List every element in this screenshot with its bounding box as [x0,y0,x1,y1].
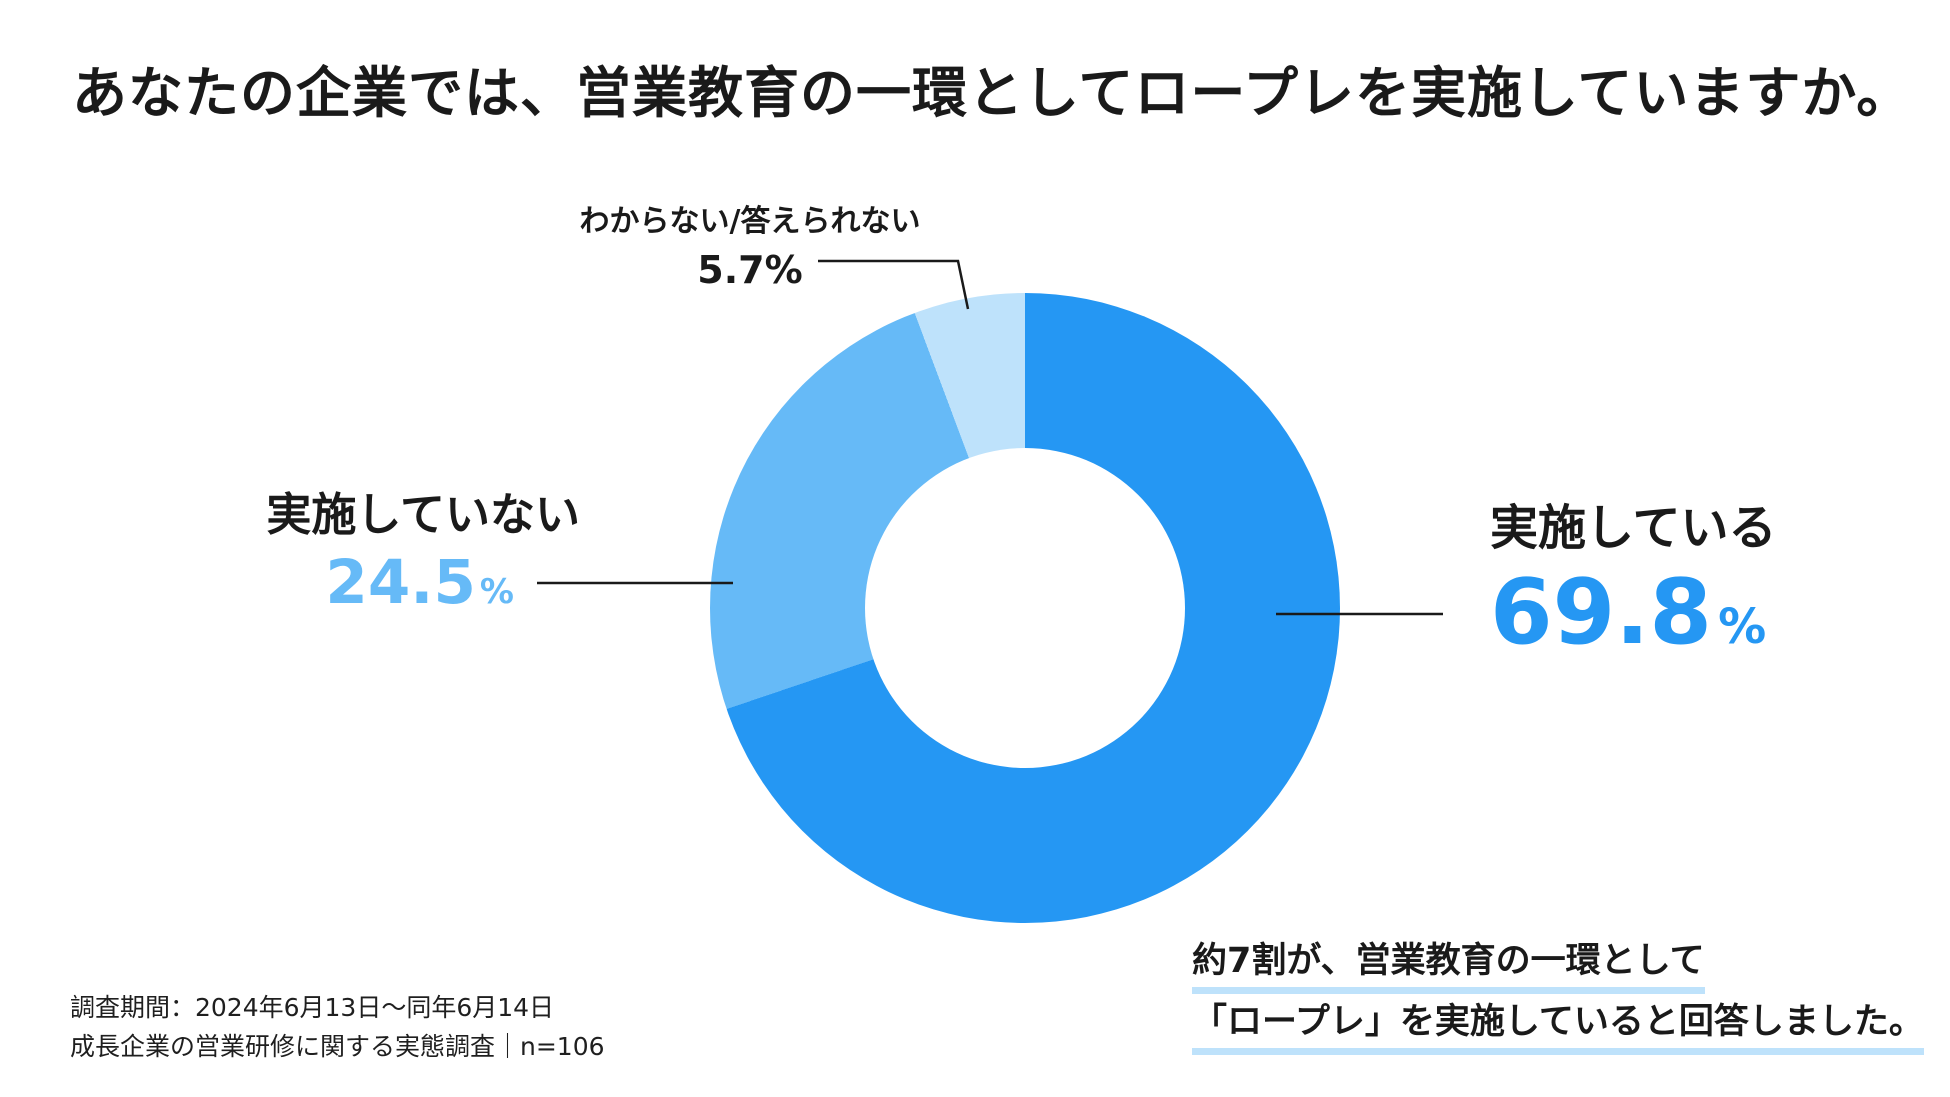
label-yes-number: 69.8 [1490,560,1713,665]
label-yes-name: 実施している [1490,500,1777,556]
label-yes-value: 69.8% [1490,568,1777,658]
label-unknown-percent-sign: % [764,248,803,292]
summary-callout-line2: 「ロープレ」を実施していると回答しました。 [1192,1005,1924,1055]
label-unknown-value: 5.7% [480,248,1020,292]
summary-callout: 約7割が、営業教育の一環として 「ロープレ」を実施していると回答しました。 [1192,944,1924,1066]
label-no-number: 24.5 [325,547,476,618]
donut-chart [710,293,1340,923]
page-title: あなたの企業では、営業教育の一環としてロープレを実施していますか。 [72,61,1913,125]
survey-period: 調査期間：2024年6月13日〜同年6月14日 [70,993,555,1022]
donut-hole [865,448,1185,768]
survey-footnote: 調査期間：2024年6月13日〜同年6月14日 成長企業の営業研修に関する実態調… [70,988,605,1066]
label-unknown-number: 5.7 [697,248,765,292]
summary-callout-line1: 約7割が、営業教育の一環として [1192,944,1924,994]
label-no-percent-sign: % [479,572,514,612]
label-yes-percent-sign: % [1718,599,1767,655]
label-no: 実施していない 24.5% [250,478,580,618]
label-no-name: 実施していない [266,488,580,541]
label-unknown: わからない/答えられない 5.7% [480,196,1020,292]
label-unknown-name: わからない/答えられない [579,204,921,239]
label-no-value: 24.5% [250,547,580,618]
label-yes: 実施している 69.8% [1490,488,1777,658]
survey-name: 成長企業の営業研修に関する実態調査｜n=106 [70,1032,605,1061]
